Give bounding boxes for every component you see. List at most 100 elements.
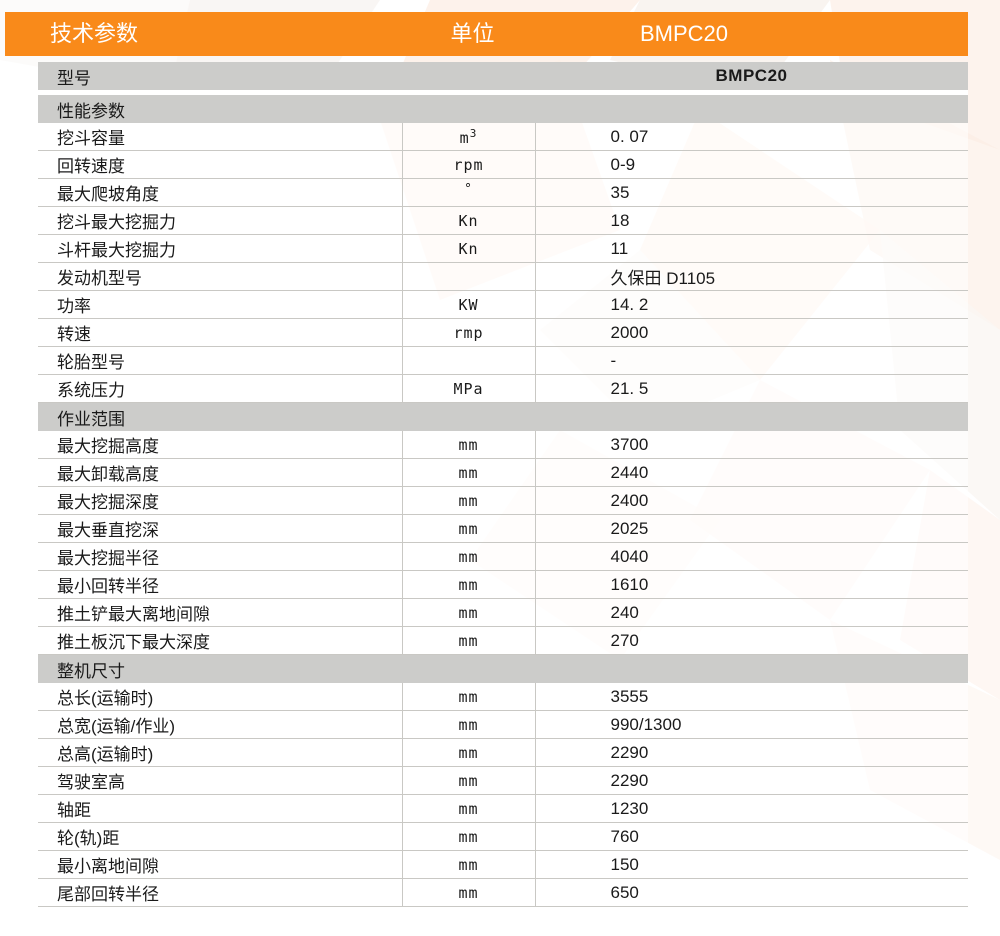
row-unit: rpm — [402, 150, 536, 179]
row-value: 240 — [535, 598, 968, 627]
row-unit: mm — [402, 878, 536, 907]
row-unit: mm — [402, 542, 536, 571]
row-unit: mm — [402, 738, 536, 767]
row-unit: Kn — [402, 234, 536, 263]
row-value: 760 — [535, 822, 968, 851]
row-unit: rmp — [402, 318, 536, 347]
table-row: 最大挖掘高度 mm 3700 — [38, 431, 968, 459]
row-value: 150 — [535, 850, 968, 879]
table-section-header: 作业范围 — [38, 402, 968, 431]
table-row: 总长(运输时) mm 3555 — [38, 683, 968, 711]
row-label: 驾驶室高 — [38, 766, 403, 795]
row-label: 最大挖掘半径 — [38, 542, 403, 571]
row-unit: KW — [402, 290, 536, 319]
spec-table-body: 型号 BMPC20 性能参数 挖斗容量 m3 0. 07 回转速度 rpm 0-9 最大爬坡角度 °… — [38, 62, 968, 907]
table-row: 尾部回转半径 mm 650 — [38, 878, 968, 907]
row-label: 轮(轨)距 — [38, 822, 403, 851]
table-row: 系统压力 MPa 21. 5 — [38, 374, 968, 403]
table-section-header: 性能参数 — [38, 95, 968, 123]
row-label: 回转速度 — [38, 150, 403, 179]
row-unit: Kn — [402, 206, 536, 235]
header-unit-label: 单位 — [450, 21, 495, 46]
row-unit: mm — [402, 514, 536, 543]
section-title: 整机尺寸 — [38, 654, 968, 683]
row-label: 最小离地间隙 — [38, 850, 403, 879]
row-value: 270 — [535, 626, 968, 655]
table-row: 最大挖掘深度 mm 2400 — [38, 486, 968, 515]
table-row: 轮(轨)距 mm 760 — [38, 822, 968, 851]
table-row: 轴距 mm 1230 — [38, 794, 968, 823]
table-row: 回转速度 rpm 0-9 — [38, 150, 968, 179]
row-value: 2025 — [535, 514, 968, 543]
row-label: 最大卸载高度 — [38, 458, 403, 487]
table-row: 功率 KW 14. 2 — [38, 290, 968, 319]
row-label: 轮胎型号 — [38, 346, 403, 375]
row-value: 11 — [535, 234, 968, 263]
row-label: 功率 — [38, 290, 403, 319]
row-label: 推土铲最大离地间隙 — [38, 598, 403, 627]
header-parameter-label: 技术参数 — [50, 21, 139, 46]
table-row: 最大卸载高度 mm 2440 — [38, 458, 968, 487]
row-unit: mm — [402, 683, 536, 711]
row-value: 650 — [535, 878, 968, 907]
table-row: 挖斗最大挖掘力 Kn 18 — [38, 206, 968, 235]
row-unit: mm — [402, 710, 536, 739]
table-row: 斗杆最大挖掘力 Kn 11 — [38, 234, 968, 263]
row-unit — [402, 62, 535, 90]
row-value: 3555 — [535, 683, 968, 711]
specification-table: 型号 BMPC20 性能参数 挖斗容量 m3 0. 07 回转速度 rpm 0-9 最大爬坡角度 °… — [38, 62, 968, 907]
row-unit: mm — [402, 458, 536, 487]
row-value: 1610 — [535, 570, 968, 599]
row-label: 总长(运输时) — [38, 683, 403, 711]
spec-table-header: 技术参数 单位 BMPC20 — [5, 12, 968, 56]
row-value: 2290 — [535, 766, 968, 795]
row-label: 最大挖掘深度 — [38, 486, 403, 515]
row-unit: mm — [402, 570, 536, 599]
row-value: 0. 07 — [535, 123, 968, 151]
row-unit: mm — [402, 486, 536, 515]
row-label: 斗杆最大挖掘力 — [38, 234, 403, 263]
row-label: 挖斗容量 — [38, 123, 403, 151]
row-label: 最大垂直挖深 — [38, 514, 403, 543]
table-row: 挖斗容量 m3 0. 07 — [38, 123, 968, 151]
row-label: 推土板沉下最大深度 — [38, 626, 403, 655]
row-value: 990/1300 — [535, 710, 968, 739]
table-row: 最大爬坡角度 ° 35 — [38, 178, 968, 207]
row-unit: mm — [402, 626, 536, 655]
table-row: 最大垂直挖深 mm 2025 — [38, 514, 968, 543]
row-unit: MPa — [402, 374, 536, 403]
table-section-header: 整机尺寸 — [38, 654, 968, 683]
row-value: 0-9 — [535, 150, 968, 179]
row-label: 最小回转半径 — [38, 570, 403, 599]
row-label: 系统压力 — [38, 374, 403, 403]
row-unit: mm — [402, 598, 536, 627]
row-value: 4040 — [535, 542, 968, 571]
table-row: 最小回转半径 mm 1610 — [38, 570, 968, 599]
row-unit: mm — [402, 431, 536, 459]
row-value: 14. 2 — [535, 290, 968, 319]
row-value: 3700 — [535, 431, 968, 459]
row-value: 2290 — [535, 738, 968, 767]
table-row: 总宽(运输/作业) mm 990/1300 — [38, 710, 968, 739]
row-label: 尾部回转半径 — [38, 878, 403, 907]
row-label: 型号 — [38, 62, 402, 90]
row-unit: m3 — [402, 123, 536, 151]
row-label: 总宽(运输/作业) — [38, 710, 403, 739]
row-unit: mm — [402, 822, 536, 851]
row-label: 轴距 — [38, 794, 403, 823]
table-row: 推土铲最大离地间隙 mm 240 — [38, 598, 968, 627]
row-value: 1230 — [535, 794, 968, 823]
row-value: 2440 — [535, 458, 968, 487]
row-unit: ° — [402, 178, 536, 207]
table-row: 推土板沉下最大深度 mm 270 — [38, 626, 968, 655]
section-title: 作业范围 — [38, 402, 968, 431]
section-title: 性能参数 — [38, 95, 968, 123]
table-row: 转速 rmp 2000 — [38, 318, 968, 347]
table-row: 轮胎型号 - — [38, 346, 968, 375]
table-row-model: 型号 BMPC20 — [38, 62, 968, 90]
row-unit — [402, 262, 536, 291]
row-value: 2000 — [535, 318, 968, 347]
row-value: 35 — [535, 178, 968, 207]
row-unit: mm — [402, 766, 536, 795]
